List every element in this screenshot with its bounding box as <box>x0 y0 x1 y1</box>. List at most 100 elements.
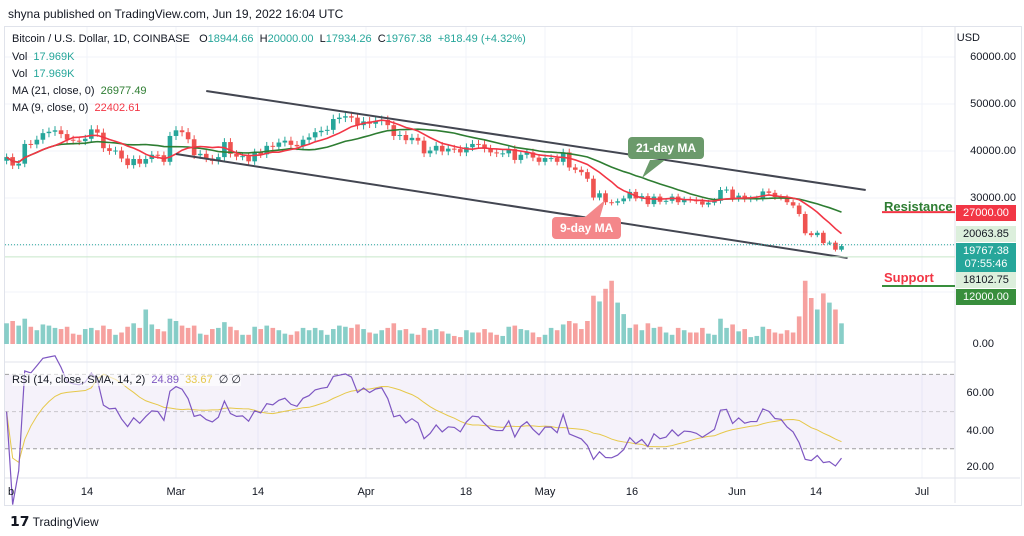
volume-bar <box>58 329 64 344</box>
volume-bar <box>736 331 741 344</box>
candle-body <box>579 169 584 173</box>
candle-body <box>234 153 239 157</box>
rsi-legend[interactable]: RSI (14, close, SMA, 14, 2) 24.89 33.67 … <box>12 373 241 386</box>
ma21-legend[interactable]: MA (21, close, 0) 26977.49 <box>12 85 147 97</box>
volume-bar <box>488 332 493 344</box>
candle-body <box>131 158 136 166</box>
volume-bar <box>784 330 790 344</box>
price-tick: 40000.00 <box>970 145 1016 157</box>
candle-body <box>240 156 245 158</box>
candle-body <box>681 199 687 203</box>
candle-body <box>645 196 651 205</box>
volume-bar <box>76 334 82 344</box>
candle-body <box>179 130 185 133</box>
volume-bar <box>506 326 512 344</box>
ma21-callout[interactable]: 21-day MA <box>628 137 705 159</box>
ma21-line <box>6 128 842 213</box>
candle-body <box>373 120 378 124</box>
candle-body <box>173 130 179 136</box>
candle-body <box>500 153 505 155</box>
volume-bar <box>766 329 772 344</box>
candle-body <box>385 119 391 126</box>
volume-bar <box>815 309 820 344</box>
candle-body <box>712 200 717 203</box>
volume-bar <box>367 332 372 344</box>
volume-bar <box>482 329 487 344</box>
low-label: L <box>319 33 326 45</box>
ma9-callout[interactable]: 9-day MA <box>552 217 622 239</box>
candle-body <box>827 242 832 244</box>
volume-bar <box>288 334 294 344</box>
volume-bar <box>240 334 245 344</box>
volume-bar <box>802 280 808 344</box>
candle-body <box>591 178 596 198</box>
candle-body <box>64 134 70 140</box>
open-label: O <box>199 33 208 45</box>
candle-body <box>573 167 578 170</box>
low-price-tag: 18102.75 <box>956 272 1016 288</box>
vol-legend-1[interactable]: Vol 17.969K <box>12 51 74 63</box>
volume-bar <box>778 333 784 344</box>
volume-bar <box>458 337 463 344</box>
candle-body <box>258 152 263 155</box>
candle-body <box>627 191 633 199</box>
volume-bar <box>101 325 106 344</box>
candle-body <box>506 149 512 154</box>
volume-bar <box>185 327 191 344</box>
candle-body <box>718 190 723 201</box>
volume-bar <box>361 329 366 344</box>
volume-bar <box>790 332 796 344</box>
volume-bar <box>597 301 602 344</box>
close-label: C <box>377 33 386 45</box>
vol-legend-2[interactable]: Vol 17.969K <box>12 68 74 80</box>
candle-body <box>203 153 209 159</box>
volume-bar <box>179 325 185 344</box>
tradingview-logo[interactable]: 𝟭𝟳 TradingView <box>10 513 99 530</box>
candle-body <box>802 213 808 234</box>
volume-bar <box>300 327 306 344</box>
rsi-line <box>6 355 842 505</box>
volume-bar <box>633 324 639 344</box>
volume-bar <box>324 334 330 344</box>
volume-bar <box>373 333 378 344</box>
candle-body <box>808 233 814 236</box>
candle-body <box>70 139 76 141</box>
volume-bar <box>833 309 838 344</box>
candle-body <box>185 132 191 140</box>
volume-bar <box>718 318 723 344</box>
volume-bar <box>687 332 693 344</box>
candle-body <box>530 152 536 158</box>
candle-body <box>433 145 439 151</box>
volume-bar <box>222 322 227 344</box>
volume-bar <box>796 316 802 344</box>
volume-bar <box>651 327 657 344</box>
ma9-legend[interactable]: MA (9, close, 0) 22402.61 <box>12 102 140 114</box>
volume-bar <box>639 330 645 344</box>
volume-bar <box>40 324 46 344</box>
volume-bar <box>337 325 342 344</box>
price-tick: 50000.00 <box>970 98 1016 110</box>
candle-body <box>566 152 572 168</box>
volume-bar <box>312 327 318 344</box>
ma9-label: MA (9, close, 0) <box>12 102 89 114</box>
volume-bar <box>22 318 28 344</box>
volume-bar <box>700 327 705 344</box>
candle-body <box>439 145 445 152</box>
candle-body <box>143 158 149 164</box>
volume-bar <box>621 314 626 344</box>
volume-bar <box>445 333 451 344</box>
candle-body <box>615 201 620 203</box>
candle-body <box>548 158 554 160</box>
volume-bar <box>421 327 427 344</box>
volume-bar <box>627 327 633 344</box>
volume-bar <box>433 329 439 344</box>
candle-body <box>324 129 330 131</box>
volume-bar <box>125 326 130 344</box>
candle-body <box>452 148 457 150</box>
candle-body <box>300 139 306 147</box>
volume-bar <box>712 334 717 344</box>
volume-bar <box>675 327 681 344</box>
rsi-tick: 40.00 <box>966 425 994 437</box>
candle-body <box>155 154 161 156</box>
